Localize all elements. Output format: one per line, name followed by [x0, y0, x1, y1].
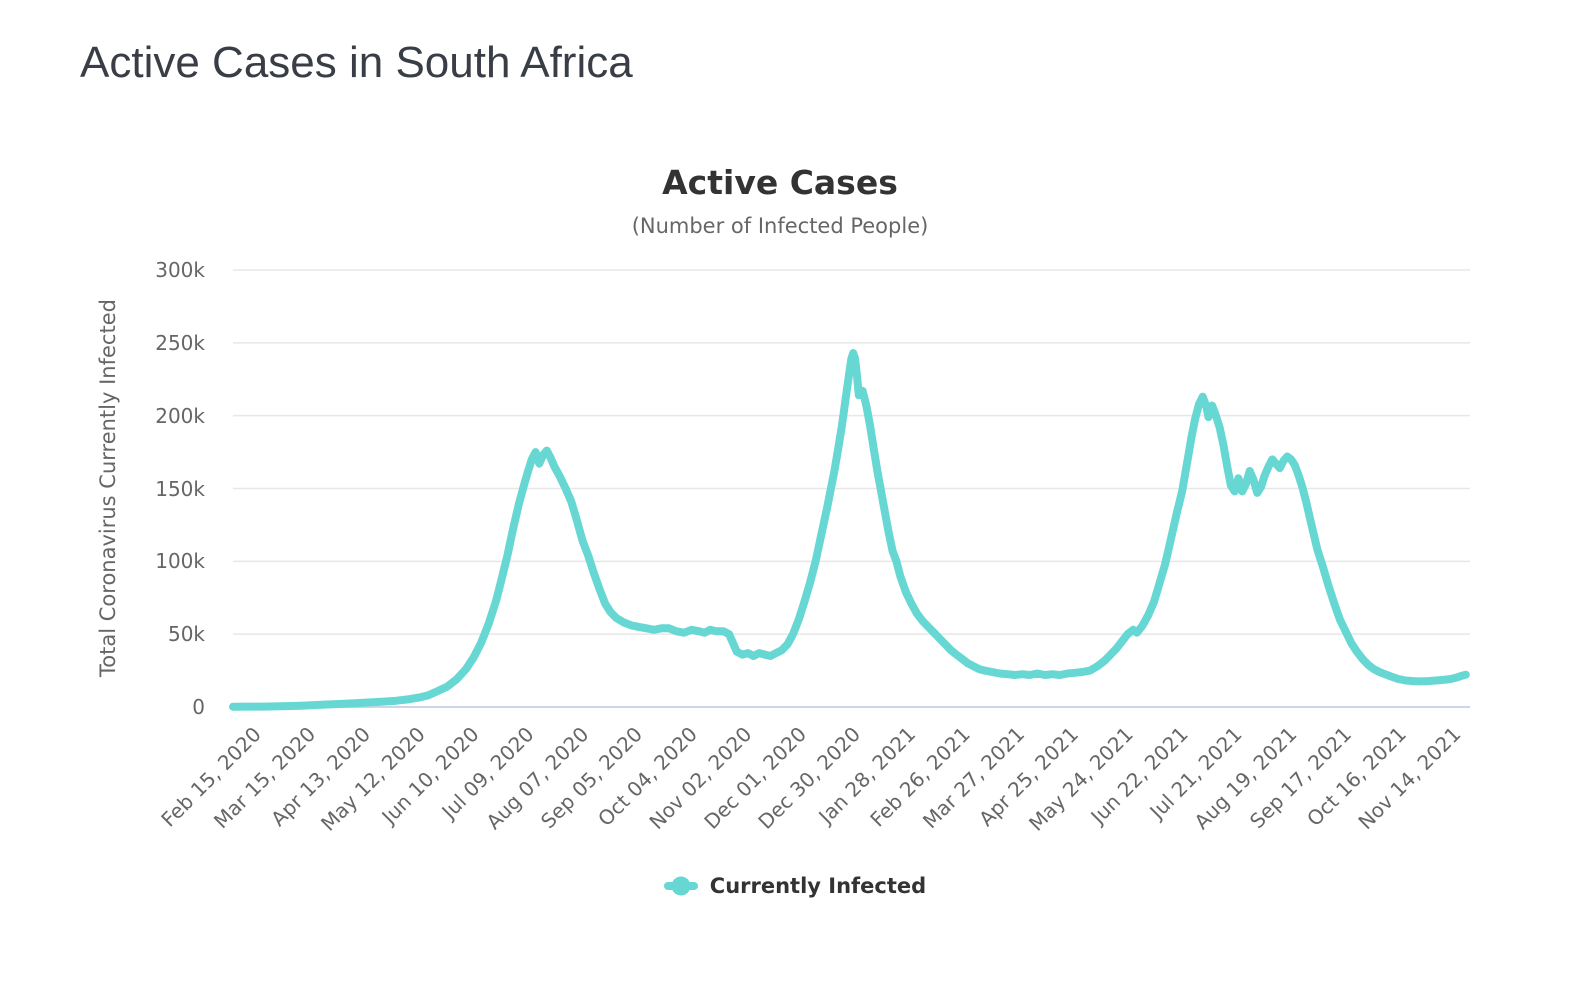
- legend-label: Currently Infected: [709, 874, 927, 898]
- page-title: Active Cases in South Africa: [80, 38, 633, 87]
- series-line-marker-icon: [663, 876, 698, 896]
- y-tick-label: 250k: [155, 330, 205, 355]
- y-tick-label: 200k: [155, 403, 205, 428]
- legend: Currently Infected: [0, 874, 1590, 898]
- chart-subtitle: (Number of Infected People): [631, 214, 929, 238]
- y-tick-label: 150k: [155, 476, 205, 501]
- legend-item-currently-infected[interactable]: Currently Infected: [663, 874, 927, 898]
- y-tick-label: 300k: [155, 258, 205, 282]
- series-dot-icon: [671, 876, 691, 896]
- y-tick-label: 0: [192, 695, 205, 719]
- chart-title: Active Cases: [662, 163, 898, 202]
- y-tick-label: 100k: [155, 549, 205, 574]
- currently-infected-line-series[interactable]: [229, 349, 1470, 711]
- y-axis-title: Total Coronavirus Currently Infected: [96, 299, 120, 677]
- y-tick-label: 50k: [167, 622, 205, 647]
